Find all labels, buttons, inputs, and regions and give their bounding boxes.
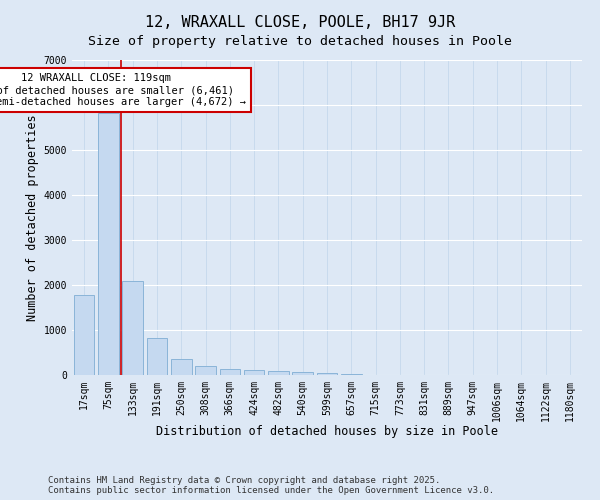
Text: Size of property relative to detached houses in Poole: Size of property relative to detached ho… — [88, 35, 512, 48]
Bar — [268, 371, 289, 375]
Text: 12, WRAXALL CLOSE, POOLE, BH17 9JR: 12, WRAXALL CLOSE, POOLE, BH17 9JR — [145, 15, 455, 30]
Bar — [244, 370, 265, 375]
Bar — [98, 113, 119, 375]
Text: Contains HM Land Registry data © Crown copyright and database right 2025.
Contai: Contains HM Land Registry data © Crown c… — [48, 476, 494, 495]
Bar — [220, 369, 240, 375]
Bar — [292, 372, 313, 375]
X-axis label: Distribution of detached houses by size in Poole: Distribution of detached houses by size … — [156, 425, 498, 438]
Bar — [122, 282, 143, 375]
Bar — [146, 338, 167, 375]
Bar — [341, 374, 362, 375]
Bar — [74, 296, 94, 375]
Bar — [317, 373, 337, 375]
Text: 12 WRAXALL CLOSE: 119sqm
← 58% of detached houses are smaller (6,461)
42% of sem: 12 WRAXALL CLOSE: 119sqm ← 58% of detach… — [0, 74, 246, 106]
Y-axis label: Number of detached properties: Number of detached properties — [26, 114, 40, 321]
Bar — [195, 366, 216, 375]
Bar — [171, 359, 191, 375]
